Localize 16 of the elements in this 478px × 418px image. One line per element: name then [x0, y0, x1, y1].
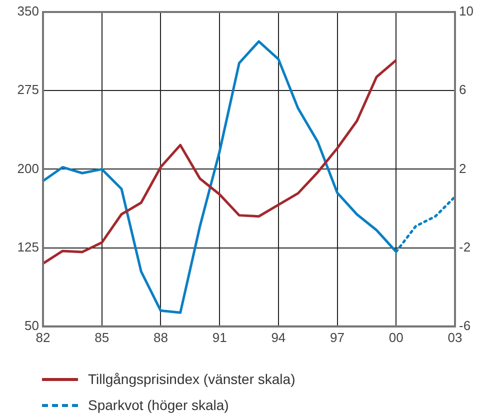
x-tick-label: 85: [94, 330, 110, 345]
y-tick-label: 350: [17, 4, 39, 19]
y2-tick-label: 2: [459, 160, 466, 176]
x-tick-label: 00: [388, 330, 404, 345]
legend-label: Sparkvot (höger skala): [88, 397, 229, 413]
y2-tick-label: 10: [459, 4, 474, 19]
x-tick-label: 88: [153, 330, 168, 345]
x-tick-label: 94: [271, 330, 286, 345]
legend-label: Tillgångsprisindex (vänster skala): [88, 371, 296, 387]
y-tick-label: 200: [17, 160, 39, 176]
x-tick-label: 91: [212, 330, 227, 345]
y2-tick-label: -2: [459, 239, 471, 254]
y-tick-label: 125: [17, 239, 39, 254]
x-tick-label: 97: [330, 330, 345, 345]
y2-tick-label: 6: [459, 82, 466, 98]
y-tick-label: 275: [17, 82, 39, 98]
